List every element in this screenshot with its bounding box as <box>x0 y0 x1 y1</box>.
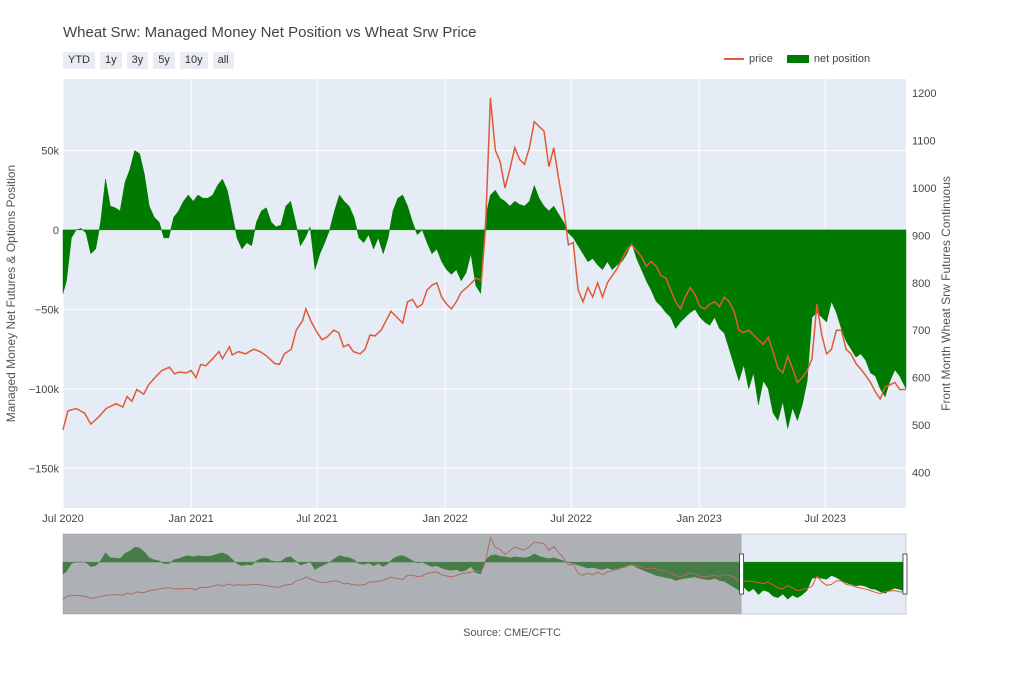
y-left-tick-label: 0 <box>53 225 59 237</box>
range-button-ytd[interactable]: YTD <box>63 52 95 69</box>
rangeslider-shade-left <box>63 534 742 614</box>
x-tick-label: Jan 2022 <box>423 513 468 525</box>
y-left-tick-label: −50k <box>35 304 60 316</box>
y-right-tick-label: 400 <box>912 467 930 479</box>
legend-item-net-position[interactable]: net position <box>786 53 871 65</box>
y-right-tick-label: 900 <box>912 230 930 242</box>
y-right-tick-label: 600 <box>912 373 930 385</box>
x-tick-label: Jul 2020 <box>42 513 84 525</box>
legend-label-net-position: net position <box>813 53 871 65</box>
y-right-tick-label: 800 <box>912 278 930 290</box>
range-button-all[interactable]: all <box>212 52 234 69</box>
x-tick-label: Jul 2022 <box>550 513 592 525</box>
legend: price net position <box>724 53 870 65</box>
legend-swatch-net-position <box>786 55 809 63</box>
range-button-5y[interactable]: 5y <box>153 52 175 69</box>
y-right-tick-label: 700 <box>912 325 930 337</box>
source-note: Source: CME/CFTC <box>463 627 561 639</box>
legend-swatch-price <box>724 58 744 60</box>
y-right-tick-label: 1000 <box>912 183 936 195</box>
y-right-tick-label: 1100 <box>912 136 936 148</box>
range-button-1y[interactable]: 1y <box>100 52 122 69</box>
rangeslider-handle-right <box>902 553 908 595</box>
legend-label-price: price <box>749 53 773 65</box>
y-left-tick-label: −100k <box>29 384 60 396</box>
range-selector: YTD 1y 3y 5y 10y all <box>63 52 234 69</box>
chart-title: Wheat Srw: Managed Money Net Position vs… <box>63 24 477 41</box>
legend-item-price[interactable]: price <box>724 53 773 65</box>
x-tick-label: Jul 2021 <box>296 513 338 525</box>
rangeslider-handle-left <box>739 553 745 595</box>
series-price-line <box>62 97 906 430</box>
range-button-3y[interactable]: 3y <box>126 52 149 69</box>
range-button-10y[interactable]: 10y <box>179 52 208 69</box>
y-right-tick-label: 1200 <box>912 88 936 100</box>
x-tick-label: Jul 2023 <box>804 513 846 525</box>
y-right-axis-title: Front Month Wheat Srw Futures Continuous <box>939 176 953 411</box>
y-left-tick-label: −150k <box>29 463 60 475</box>
y-left-tick-label: 50k <box>41 146 59 158</box>
x-tick-label: Jan 2021 <box>168 513 213 525</box>
y-right-tick-label: 500 <box>912 420 930 432</box>
x-tick-label: Jan 2023 <box>677 513 722 525</box>
y-left-axis-title: Managed Money Net Futures & Options Posi… <box>4 165 18 422</box>
